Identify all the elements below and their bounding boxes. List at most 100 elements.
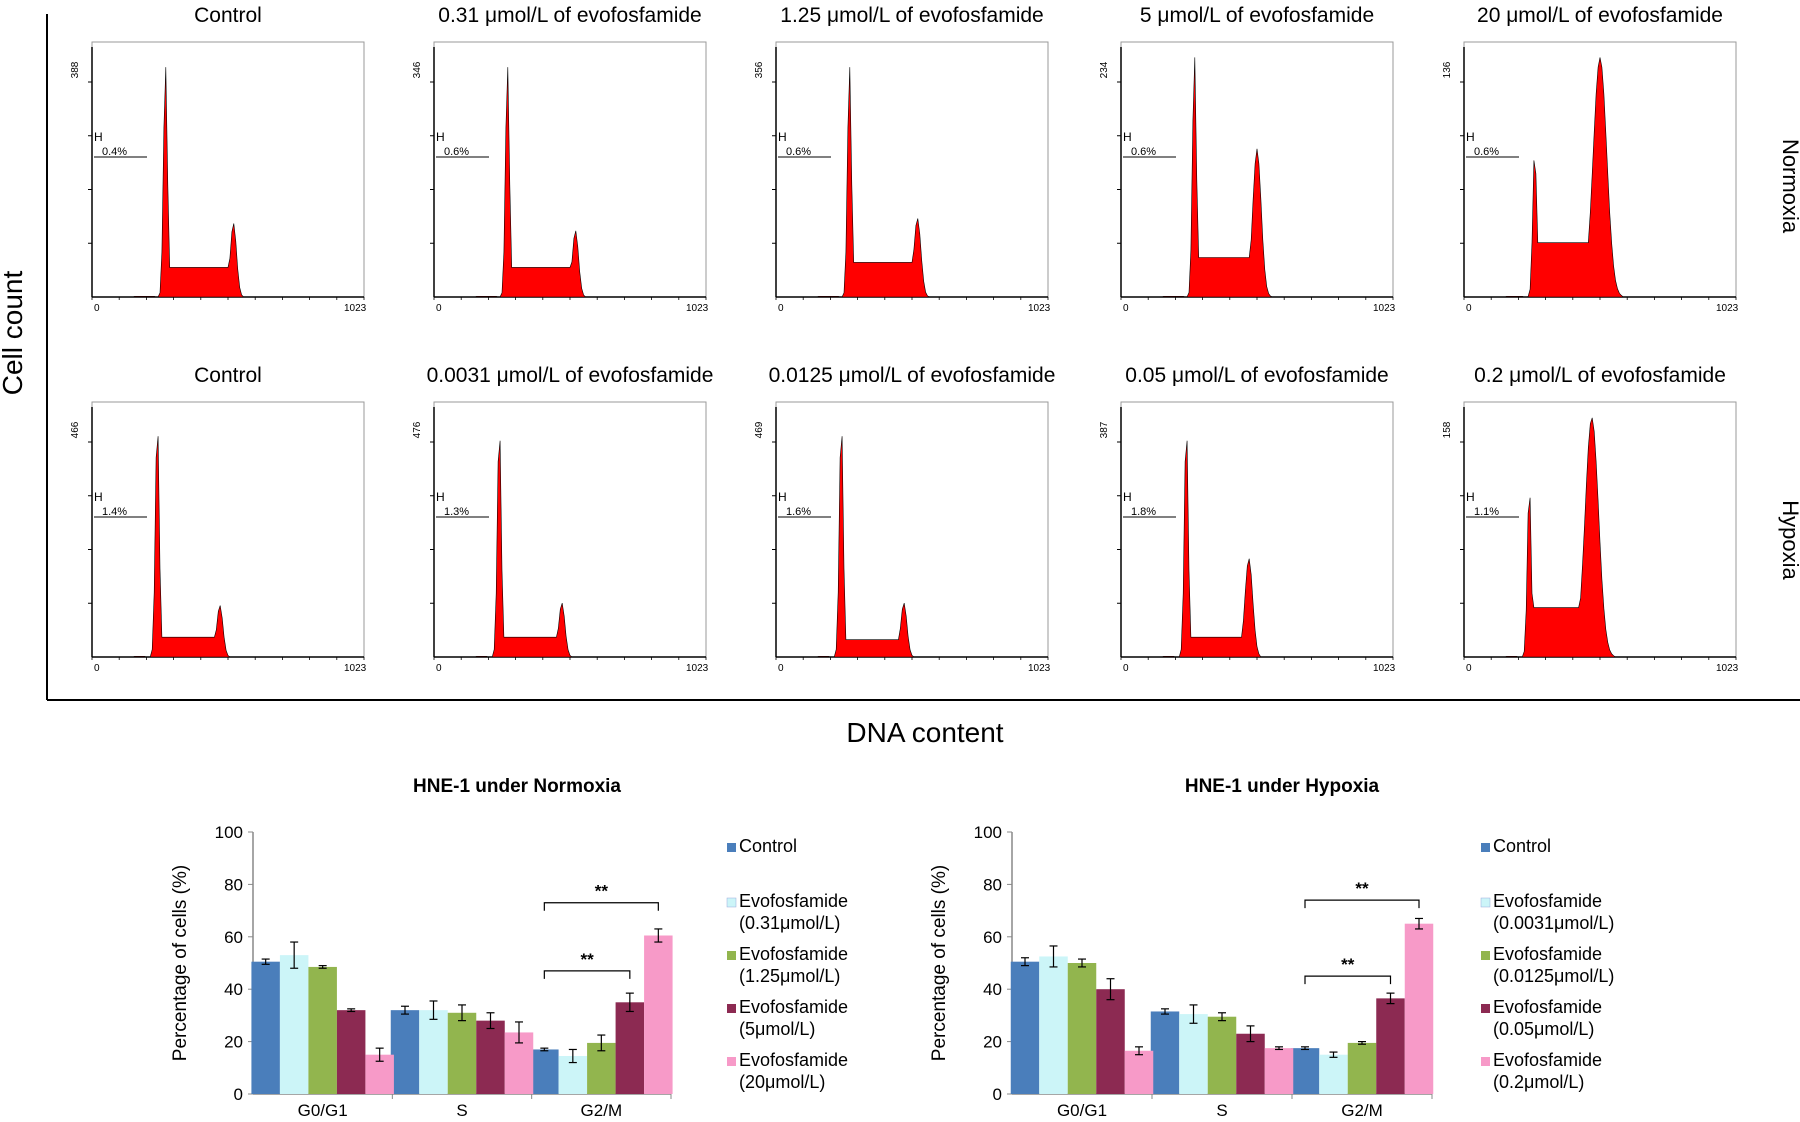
legend-item: Evofosfamide(1.25μmol/L) <box>727 944 848 986</box>
y-max-label: 158 <box>1442 421 1453 438</box>
bar <box>1376 998 1405 1094</box>
legend-swatch <box>727 843 736 852</box>
legend-swatch <box>727 1004 736 1013</box>
y-max-label: 356 <box>754 61 765 78</box>
legend-swatch <box>1480 897 1491 908</box>
panel-title: 20 μmol/L of evofosfamide <box>1477 4 1723 27</box>
y-tick-label: 40 <box>224 980 243 999</box>
significance-label: ** <box>1355 879 1369 898</box>
x-min-label: 0 <box>94 663 100 674</box>
dna-histogram <box>1464 57 1736 298</box>
gate-label: H <box>778 490 787 504</box>
legend-item: Evofosfamide(0.05μmol/L) <box>1481 997 1602 1039</box>
x-category-label: G2/M <box>581 1101 623 1120</box>
bar <box>1150 1011 1180 1094</box>
gate-percent: 1.3% <box>444 506 469 518</box>
y-max-label: 136 <box>1442 61 1453 78</box>
bar <box>1124 1050 1154 1094</box>
panel-title: 1.25 μmol/L of evofosfamide <box>780 4 1043 27</box>
legend-item: Control <box>1481 836 1551 856</box>
legend-label-concentration: (5μmol/L) <box>739 1019 815 1039</box>
histogram-panel: Control 466 0 1023 H 1.4% <box>70 364 367 674</box>
legend-label-concentration: (0.0125μmol/L) <box>1493 966 1614 986</box>
bar <box>390 1010 420 1094</box>
y-tick-label: 60 <box>983 928 1002 947</box>
legend-swatch <box>727 951 736 960</box>
bar <box>1290 1048 1320 1094</box>
bar <box>279 955 309 1094</box>
x-category-label: G0/G1 <box>298 1101 348 1120</box>
bar <box>530 1049 559 1094</box>
bar-chart: HNE-1 under Hypoxia Percentage of cells (… <box>929 776 1614 1120</box>
gate-label: H <box>436 490 445 504</box>
panel-frame <box>1120 401 1394 658</box>
significance-label: ** <box>580 950 594 969</box>
gate-label: H <box>94 490 103 504</box>
legend-label-concentration: (1.25μmol/L) <box>739 966 840 986</box>
bar <box>447 1012 477 1094</box>
chart-y-axis-label: Percentage of cells (%) <box>170 865 191 1061</box>
panel-title: 0.0125 μmol/L of evofosfamide <box>769 364 1056 387</box>
gate-label: H <box>1466 490 1475 504</box>
chart-y-axis-label: Percentage of cells (%) <box>929 865 950 1061</box>
y-tick-label: 0 <box>993 1085 1002 1104</box>
legend-label-concentration: (0.0031μmol/L) <box>1493 913 1614 933</box>
histogram-panel: 0.0125 μmol/L of evofosfamide 469 0 1023 H 1.… <box>754 364 1055 674</box>
gate-percent: 0.6% <box>1474 146 1499 158</box>
y-max-label: 469 <box>754 421 765 438</box>
x-max-label: 1023 <box>344 303 367 314</box>
legend-item: Evofosfamide(0.31μmol/L) <box>726 891 848 933</box>
legend-label-concentration: (0.31μmol/L) <box>739 913 840 933</box>
panel-frame <box>775 41 1049 298</box>
legend-label: Evofosfamide <box>1493 997 1602 1017</box>
y-max-label: 387 <box>1099 421 1110 438</box>
bar <box>476 1020 505 1094</box>
dna-histogram <box>1464 417 1736 658</box>
significance-bracket <box>1304 975 1392 985</box>
chart-title: HNE-1 under Hypoxia <box>1185 776 1380 797</box>
x-max-label: 1023 <box>686 303 709 314</box>
gate-percent: 1.4% <box>102 506 127 518</box>
dna-histogram <box>776 67 1048 298</box>
bar <box>308 966 337 1094</box>
bar-chart: HNE-1 under Normoxia Percentage of cells … <box>170 776 848 1120</box>
x-category-label: G2/M <box>1341 1101 1383 1120</box>
panel-title: 0.0031 μmol/L of evofosfamide <box>427 364 714 387</box>
legend-label: Evofosfamide <box>1493 891 1602 911</box>
dna-histogram <box>434 67 706 298</box>
gate-percent: 0.6% <box>786 146 811 158</box>
gate-percent: 1.1% <box>1474 506 1499 518</box>
y-max-label: 466 <box>70 421 81 438</box>
legend-swatch <box>1481 951 1490 960</box>
bar <box>1404 923 1434 1094</box>
x-max-label: 1023 <box>1373 303 1396 314</box>
y-tick-label: 80 <box>983 875 1002 894</box>
bar <box>1207 1016 1237 1094</box>
dna-histogram <box>1121 440 1393 658</box>
y-tick-label: 40 <box>983 980 1002 999</box>
significance-bracket <box>1304 899 1420 909</box>
legend-label: Evofosfamide <box>1493 944 1602 964</box>
gate-percent: 1.8% <box>1131 506 1156 518</box>
legend-label: Evofosfamide <box>739 1050 848 1070</box>
dna-histogram <box>776 436 1048 658</box>
legend-swatch <box>1481 843 1490 852</box>
y-tick-label: 100 <box>215 823 243 842</box>
histogram-grid: Control 388 0 1023 H 0.4% 0.31 μmol/L of evofo… <box>70 4 1739 674</box>
y-tick-label: 100 <box>974 823 1002 842</box>
x-min-label: 0 <box>1123 663 1129 674</box>
gate-percent: 0.4% <box>102 146 127 158</box>
row-label-hypoxia: Hypoxia <box>1778 500 1800 580</box>
y-max-label: 234 <box>1099 61 1110 78</box>
legend-item: Evofosfamide(0.0031μmol/L) <box>1480 891 1614 933</box>
x-min-label: 0 <box>778 663 784 674</box>
legend-label-concentration: (20μmol/L) <box>739 1072 825 1092</box>
panel-title: 0.05 μmol/L of evofosfamide <box>1125 364 1388 387</box>
bar <box>587 1042 616 1094</box>
y-tick-label: 20 <box>224 1033 243 1052</box>
x-max-label: 1023 <box>1028 303 1051 314</box>
histogram-panel: 1.25 μmol/L of evofosfamide 356 0 1023 H 0.6% <box>754 4 1051 314</box>
legend-item: Evofosfamide(5μmol/L) <box>727 997 848 1039</box>
gate-label: H <box>94 130 103 144</box>
